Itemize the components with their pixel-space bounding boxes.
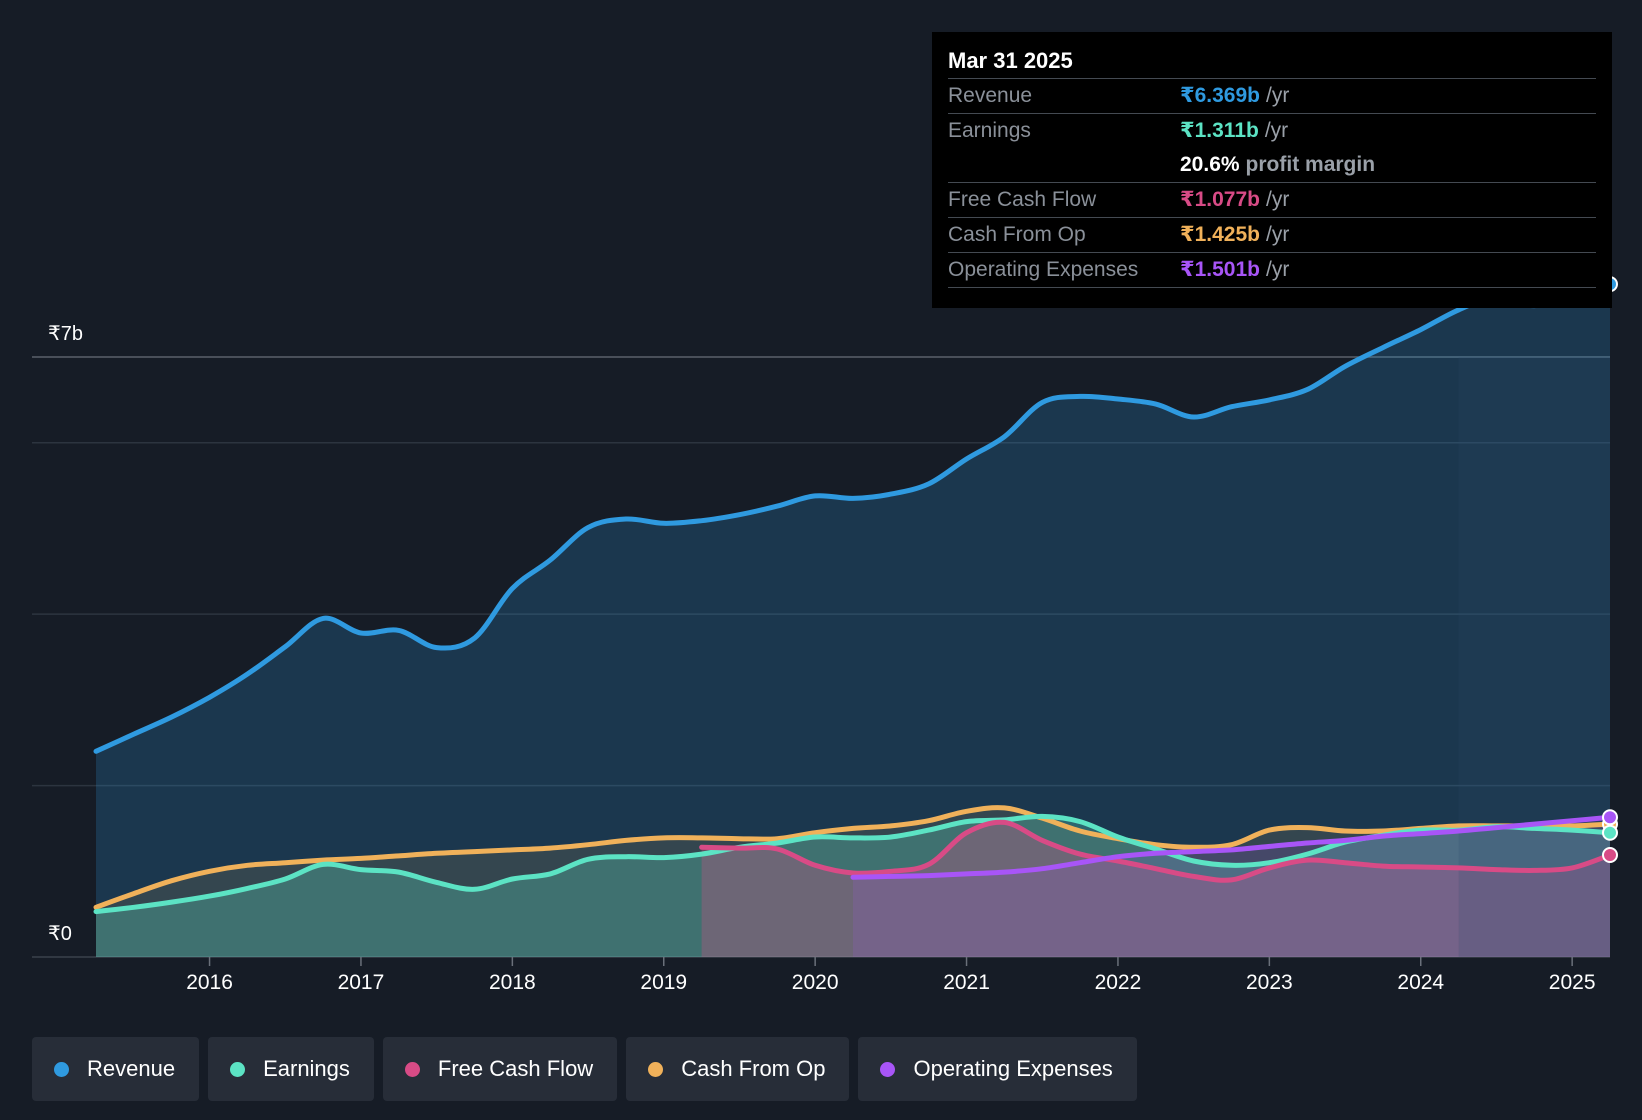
revenue-line (93, 281, 1613, 754)
tooltip-unit: /yr (1266, 188, 1290, 211)
legend-dot-icon (404, 1061, 420, 1077)
operating-expenses-endpoint (1602, 809, 1618, 826)
tooltip-label: Free Cash Flow (948, 188, 1097, 211)
legend-dot-icon (880, 1061, 896, 1077)
legend-item-free-cash-flow[interactable]: Free Cash Flow (382, 1037, 618, 1101)
chart-legend: Revenue Earnings Free Cash Flow Cash Fro… (32, 1037, 1137, 1101)
profit-margin-label: profit margin (1245, 153, 1376, 176)
legend-item-revenue[interactable]: Revenue (32, 1037, 200, 1101)
x-tick-label: 2019 (640, 971, 687, 994)
x-tick-label: 2025 (1549, 971, 1596, 994)
tooltip-date: Mar 31 2025 (948, 46, 1596, 79)
chart-lines (93, 281, 1613, 915)
tooltip-row-operating-expenses: Operating Expenses ₹1.501b /yr (948, 253, 1596, 288)
legend-item-earnings[interactable]: Earnings (208, 1037, 374, 1101)
tooltip-value: ₹1.425b (1180, 223, 1260, 246)
x-tick-label: 2023 (1246, 971, 1293, 994)
tooltip-row-earnings: Earnings ₹1.311b /yr (948, 114, 1596, 148)
tooltip-unit: /yr (1266, 84, 1290, 107)
tooltip-value: ₹1.311b (1180, 119, 1259, 142)
x-tick-label: 2018 (489, 971, 536, 994)
legend-label: Earnings (263, 1056, 350, 1081)
tooltip-unit: /yr (1266, 223, 1290, 246)
legend-label: Revenue (87, 1056, 176, 1081)
earnings-area (96, 816, 1610, 957)
tooltip-label: Cash From Op (948, 223, 1086, 246)
free-cash-flow-line (699, 819, 1613, 883)
tooltip-row-cash-from-op: Cash From Op ₹1.425b /yr (948, 218, 1596, 253)
x-tick-label: 2017 (338, 971, 385, 994)
free-cash-flow-area (701, 822, 1610, 957)
cash-from-op-line (93, 805, 1613, 910)
tooltip-value: ₹6.369b (1180, 84, 1260, 107)
x-tick-label: 2021 (943, 971, 990, 994)
x-tick-label: 2024 (1397, 971, 1444, 994)
operating-expenses-line (850, 814, 1613, 880)
forecast-highlight-region (1458, 357, 1610, 957)
y-axis-min-label: ₹0 (48, 923, 72, 945)
tooltip-row-free-cash-flow: Free Cash Flow ₹1.077b /yr (948, 183, 1596, 218)
tooltip-label: Earnings (948, 119, 1031, 142)
legend-dot-icon (54, 1061, 69, 1077)
x-tick-label: 2022 (1095, 971, 1142, 994)
revenue-area (96, 284, 1610, 958)
legend-label: Operating Expenses (913, 1056, 1113, 1081)
x-tick-label: 2020 (792, 971, 839, 994)
operating-expenses-area (853, 817, 1610, 957)
tooltip-value: ₹1.077b (1180, 188, 1260, 211)
x-axis: 2016 2017 2018 2019 2020 2021 2022 2023 2024 2025 (186, 957, 1596, 994)
legend-label: Free Cash Flow (437, 1056, 594, 1081)
chart-areas (96, 284, 1610, 958)
chart-grid (32, 356, 1610, 958)
y-axis-max-label: ₹7b (48, 323, 83, 345)
legend-item-cash-from-op[interactable]: Cash From Op (626, 1037, 850, 1101)
legend-dot-icon (230, 1061, 246, 1077)
legend-dot-icon (648, 1061, 664, 1077)
data-tooltip: Mar 31 2025 Revenue ₹6.369b /yr Earnings… (932, 32, 1612, 308)
x-tick-label: 2016 (186, 971, 233, 994)
tooltip-value: ₹1.501b (1180, 258, 1260, 281)
legend-item-operating-expenses[interactable]: Operating Expenses (858, 1037, 1137, 1101)
tooltip-row-profit-margin: 20.6% profit margin (948, 148, 1596, 183)
tooltip-label: Revenue (948, 84, 1033, 107)
free-cash-flow-endpoint (1602, 847, 1618, 863)
tooltip-row-revenue: Revenue ₹6.369b /yr (948, 79, 1596, 114)
profit-margin-value: 20.6% (1180, 153, 1240, 176)
earnings-endpoint (1602, 824, 1618, 841)
legend-label: Cash From Op (681, 1056, 826, 1081)
tooltip-unit: /yr (1266, 258, 1290, 281)
tooltip-label: Operating Expenses (948, 258, 1139, 281)
tooltip-unit: /yr (1264, 119, 1289, 142)
